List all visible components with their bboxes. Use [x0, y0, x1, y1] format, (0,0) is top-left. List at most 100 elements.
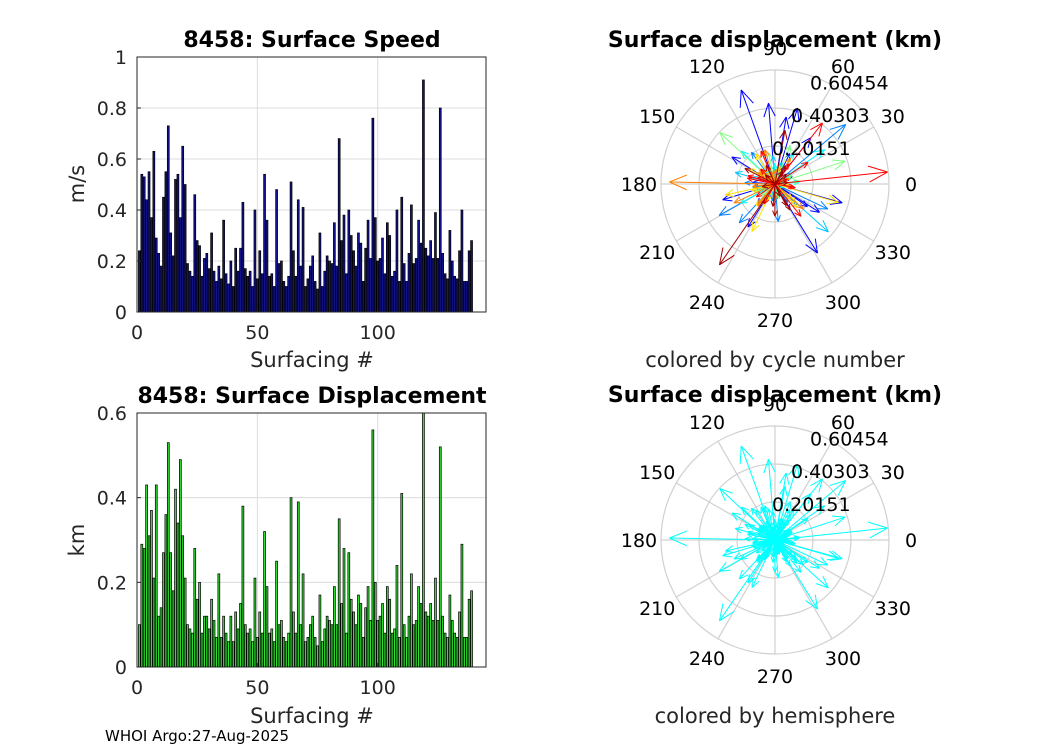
- speed-bar: [284, 286, 288, 313]
- polar-hemisphere-arrow: [774, 521, 888, 541]
- speed-bar: [373, 217, 377, 313]
- polar-cycle-arrow: [733, 183, 776, 204]
- speed-bar: [164, 171, 168, 313]
- displacement-bar: [231, 641, 235, 668]
- displacement-bar: [323, 628, 327, 668]
- displacement-bar: [140, 543, 144, 668]
- polar-cycle-arrow: [774, 173, 787, 185]
- speed-bar: [400, 196, 404, 313]
- speed-bar: [330, 263, 334, 313]
- polar-hemisphere-caption: colored by hemisphere: [655, 704, 896, 728]
- speed-bar: [270, 273, 274, 313]
- speed-bar: [258, 250, 262, 313]
- polar-hemisphere-radius-label: 0.40303: [791, 461, 870, 483]
- speed-bar: [217, 265, 221, 313]
- polar-cycle-angle-label: 300: [825, 292, 861, 314]
- speed-bar: [311, 255, 315, 313]
- polar-cycle-arrow: [772, 183, 778, 217]
- displacement-y-tick-label: 0.2: [97, 572, 127, 594]
- displacement-bar: [268, 632, 271, 668]
- displacement-bar: [147, 535, 151, 668]
- speed-bar: [145, 199, 148, 313]
- speed-y-tick-label: 0: [115, 302, 127, 324]
- speed-bar: [280, 260, 283, 313]
- polar-hemisphere-arrow: [747, 532, 776, 541]
- displacement-bar: [198, 581, 201, 668]
- speed-bar: [381, 237, 384, 313]
- displacement-bar: [241, 505, 245, 668]
- speed-bar: [159, 265, 163, 313]
- displacement-bar: [347, 552, 351, 668]
- polar-hemisphere-angle-label: 180: [621, 530, 657, 552]
- speed-bar: [359, 242, 363, 313]
- speed-bar: [378, 258, 382, 313]
- displacement-bar: [150, 510, 153, 668]
- speed-bar: [467, 250, 471, 313]
- speed-bar: [222, 219, 225, 313]
- speed-bar: [460, 209, 464, 313]
- speed-bar: [265, 219, 269, 313]
- polar-cycle-angle-label: 120: [689, 56, 725, 78]
- speed-y-tick-label: 0.8: [97, 98, 127, 120]
- polar-cycle-arrow: [774, 129, 788, 185]
- displacement-bar: [142, 548, 146, 668]
- polar-hemisphere-arrow: [774, 539, 791, 567]
- speed-bar: [157, 253, 160, 313]
- speed-bar: [191, 275, 194, 313]
- displacement-bar: [455, 637, 459, 668]
- polar-hemisphere-arrow: [774, 529, 787, 541]
- speed-bar: [174, 179, 177, 313]
- speed-bar: [215, 281, 218, 313]
- displacement-bar: [188, 628, 192, 668]
- speed-bar: [292, 250, 295, 313]
- displacement-bar: [138, 624, 141, 668]
- displacement-bar: [431, 620, 435, 668]
- displacement-bar: [205, 615, 209, 668]
- speed-bar: [402, 263, 406, 313]
- polar-hemisphere-arrow: [763, 505, 776, 541]
- polar-hemisphere-arrow: [774, 539, 802, 573]
- displacement-bar: [282, 637, 286, 668]
- displacement-bar: [448, 594, 452, 668]
- displacement-bar: [381, 603, 384, 668]
- speed-bar: [337, 138, 341, 313]
- displacement-bar: [441, 615, 444, 668]
- speed-bar: [210, 232, 213, 313]
- displacement-bar: [294, 632, 298, 668]
- displacement-bar: [330, 624, 334, 668]
- speed-bar: [412, 263, 416, 313]
- displacement-bar: [446, 637, 449, 668]
- displacement-bar: [207, 628, 211, 668]
- speed-bar: [441, 253, 444, 313]
- polar-cycle-arrow: [763, 149, 776, 185]
- polar-cycle-angle-label: 60: [831, 56, 855, 78]
- polar-cycle-angle-label: 270: [757, 310, 793, 332]
- displacement-bar: [275, 560, 278, 668]
- polar-hemisphere-arrow: [755, 539, 776, 554]
- speed-bar: [275, 189, 278, 313]
- displacement-bar: [352, 611, 355, 668]
- displacement-bar: [328, 620, 331, 668]
- speed-bar: [251, 286, 254, 313]
- displacement-bar: [349, 598, 353, 668]
- speed-bar: [318, 232, 322, 313]
- speed-bar: [417, 219, 420, 313]
- speed-bar: [333, 222, 336, 313]
- speed-bar: [179, 217, 182, 313]
- displacement-bar: [419, 603, 423, 668]
- displacement-bar: [340, 603, 343, 668]
- polar-hemisphere-arrow: [774, 539, 796, 546]
- displacement-bar: [224, 632, 228, 668]
- displacement-bar: [308, 624, 312, 668]
- speed-bar: [152, 151, 156, 313]
- displacement-y-axis-label: km: [65, 524, 89, 557]
- displacement-bar: [438, 446, 442, 668]
- displacement-bar: [229, 615, 233, 668]
- surface-displacement-chart: 8458: Surface Displacement 0 0.2 0.4 0.6 0 5…: [65, 384, 487, 728]
- speed-bar: [287, 275, 290, 313]
- speed-bar: [203, 258, 206, 313]
- displacement-bar: [373, 581, 377, 668]
- speed-bar: [176, 173, 180, 313]
- displacement-bar: [277, 624, 281, 668]
